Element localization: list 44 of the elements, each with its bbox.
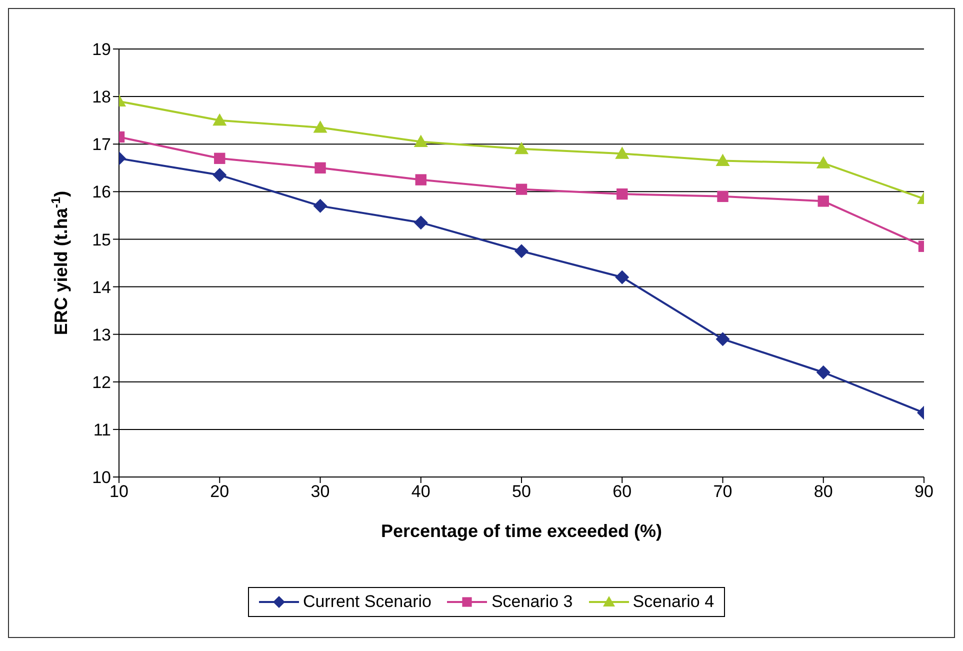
legend-label: Scenario 3	[491, 592, 573, 612]
x-tick-label: 40	[411, 482, 430, 502]
y-tick-label: 11	[93, 420, 111, 440]
point	[214, 152, 226, 164]
x-tick-label: 70	[713, 482, 732, 502]
y-tick-label: 10	[92, 468, 111, 488]
y-tick-label: 12	[92, 372, 111, 392]
point	[816, 156, 830, 168]
legend-label: Scenario 4	[632, 592, 714, 612]
point	[414, 216, 428, 230]
point	[716, 154, 730, 166]
point	[716, 332, 730, 346]
y-tick-label: 14	[92, 278, 111, 297]
point	[212, 113, 227, 126]
y-tick-label: 19	[92, 40, 111, 60]
x-tick-label: 10	[110, 482, 128, 502]
y-tick-label: 17	[92, 135, 111, 154]
point	[514, 244, 528, 258]
point	[616, 188, 628, 200]
x-tick-label: 60	[612, 482, 632, 502]
point	[414, 134, 428, 147]
y-tick-label: 13	[92, 325, 111, 344]
y-tick-label: 15	[92, 230, 111, 250]
point	[212, 168, 227, 182]
x-axis-title: Percentage of time exceeded (%)	[380, 521, 662, 541]
y-tick-label: 16	[92, 182, 111, 202]
point	[615, 146, 630, 159]
point	[313, 198, 328, 213]
point	[314, 162, 326, 174]
point	[615, 270, 630, 284]
point	[514, 142, 528, 154]
x-tick-label: 80	[814, 482, 833, 502]
x-tick-label: 90	[914, 482, 934, 502]
point	[818, 196, 829, 207]
x-tick-label: 30	[310, 482, 330, 502]
point	[717, 190, 728, 202]
point	[516, 184, 528, 195]
point	[313, 120, 328, 133]
point	[816, 365, 830, 380]
legend-label: Current Scenario	[302, 592, 432, 612]
x-tick-label: 20	[210, 482, 230, 502]
x-tick-label: 50	[512, 482, 531, 502]
point	[415, 174, 426, 186]
y-tick-label: 18	[92, 88, 111, 107]
